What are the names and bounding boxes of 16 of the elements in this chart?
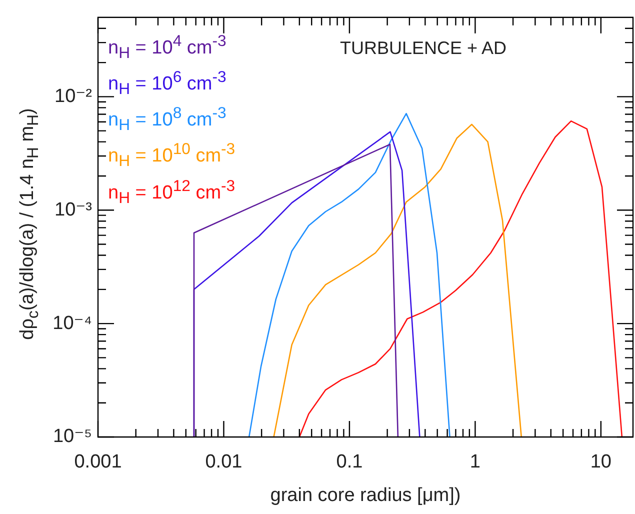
y-tick-label: 10⁻² — [54, 86, 92, 107]
x-tick-label: 1 — [470, 452, 480, 473]
x-tick-label: 10 — [590, 452, 612, 473]
text: n$_{H}$ = 10$^{10}$ cm$^{-3}$ — [108, 140, 236, 172]
annotation: TURBULENCE + AD — [340, 38, 507, 59]
text: n$_{H}$ = 10$^{6}$ cm$^{-3}$ — [108, 68, 228, 100]
text: n$_{H}$ = 10$^{12}$ cm$^{-3}$ — [108, 176, 236, 209]
y-tick-label: 10⁻³ — [54, 199, 92, 220]
y-tick-label: 10⁻⁵ — [52, 426, 92, 448]
x-tick-label: 0.01 — [205, 452, 242, 473]
y-tick-label: 10⁻⁴ — [52, 312, 92, 334]
text: n$_{H}$ = 10$^{4}$ cm$^{-3}$ — [108, 32, 228, 64]
x-axis-title: grain core radius [μm]) — [269, 485, 462, 507]
x-tick-label: 0.001 — [74, 452, 122, 473]
x-tick-label: 0.1 — [336, 452, 363, 473]
text: n$_{H}$ = 10$^{8}$ cm$^{-3}$ — [108, 104, 228, 136]
